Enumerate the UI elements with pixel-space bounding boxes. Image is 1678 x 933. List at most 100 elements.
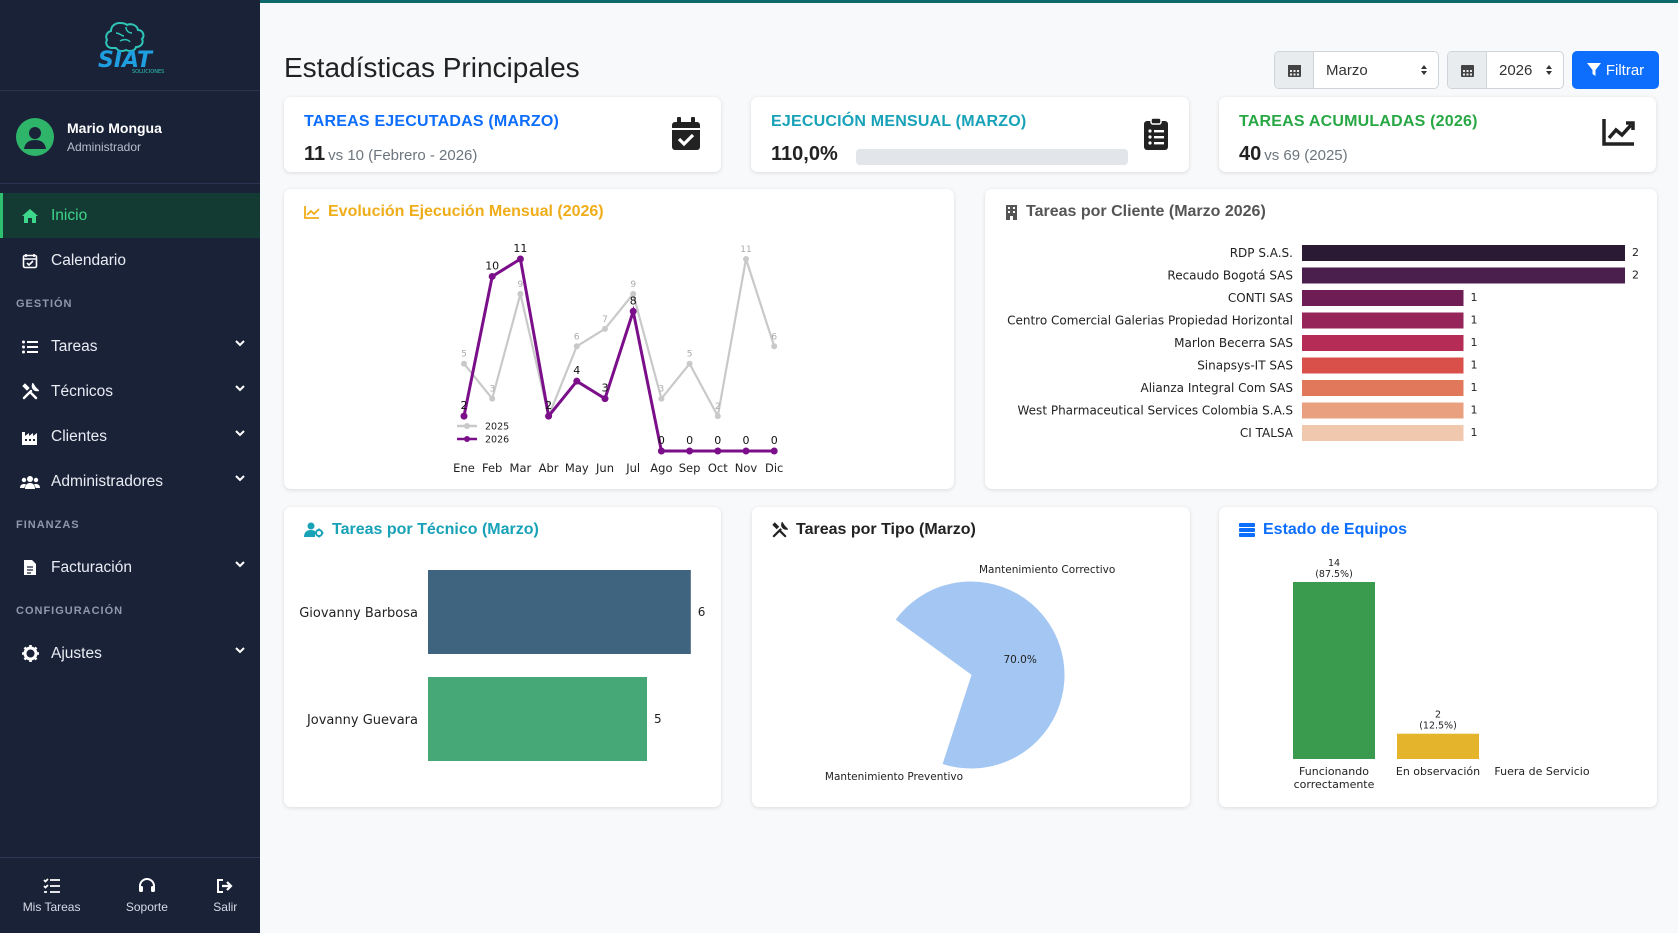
nav-item-label: Administradores (51, 472, 163, 490)
year-select-group[interactable]: 2026 (1447, 51, 1564, 89)
client-value-label: 1 (1471, 314, 1478, 327)
technician-bar (428, 677, 647, 761)
client-value-label: 1 (1471, 404, 1478, 417)
x-tick-label: Sep (679, 461, 701, 475)
nav-item-facturacion[interactable]: Facturación (0, 545, 260, 590)
chevron-down-icon (235, 385, 245, 392)
data-label-2026: 0 (743, 434, 750, 447)
legend-label: 2025 (485, 422, 509, 433)
headset-icon (138, 877, 155, 892)
data-point-2025 (602, 325, 608, 332)
nav-item-administradores[interactable]: Administradores (0, 459, 260, 504)
data-label-2026: 3 (602, 382, 609, 395)
tasks-icon (42, 877, 60, 893)
gear-icon (20, 644, 40, 664)
data-point-2026 (573, 377, 581, 385)
legend-label: 2026 (485, 435, 509, 446)
user-role: Administrador (67, 140, 142, 154)
data-point-2026 (657, 447, 665, 455)
x-tick-label: Mar (510, 461, 532, 475)
kpi-title: TAREAS ACUMULADAS (2026) (1239, 113, 1478, 130)
nav-section-configuracion: CONFIGURACIÓN (16, 604, 124, 617)
mis-tareas-button[interactable]: Mis Tareas (23, 877, 80, 914)
kpi-title: EJECUCIÓN MENSUAL (MARZO) (771, 113, 1027, 130)
data-point-2026 (516, 255, 524, 263)
client-label: RDP S.A.S. (1230, 246, 1293, 260)
month-select[interactable]: Marzo (1314, 52, 1438, 88)
data-point-2026 (629, 307, 637, 315)
series-line-2025 (463, 258, 776, 420)
panel-title: Estado de Equipos (1239, 521, 1407, 539)
equipment-category-label: correctamente (1294, 778, 1375, 791)
data-point-2025 (686, 360, 693, 367)
data-label-2025: 6 (574, 332, 580, 342)
client-value-label: 1 (1471, 291, 1478, 304)
filter-bar: Marzo 2026 Filtrar (1274, 51, 1659, 89)
nav-item-label: Facturación (51, 558, 132, 576)
x-tick-label: Nov (735, 461, 758, 475)
soporte-button[interactable]: Soporte (126, 877, 168, 914)
kpi-card-tareas-acumuladas: TAREAS ACUMULADAS (2026) 40 vs 69 (2025) (1219, 97, 1656, 172)
chevron-down-icon (235, 475, 245, 482)
client-bar (1302, 245, 1625, 261)
pie-slice (894, 580, 1066, 770)
data-point-2025 (658, 395, 665, 402)
technicians-bar-chart: Giovanny Barbosa 6 Jovanny Guevara 5 (299, 570, 706, 761)
chevron-down-icon (235, 647, 245, 654)
kpi-title: TAREAS EJECUTADAS (MARZO) (304, 113, 560, 130)
technician-label: Giovanny Barbosa (299, 606, 418, 621)
salir-button[interactable]: Salir (213, 878, 237, 914)
nav-item-tecnicos[interactable]: Técnicos (0, 369, 260, 414)
pie-category-label: Mantenimiento Preventivo (825, 771, 963, 783)
svg-text:SOLUCIONES: SOLUCIONES (132, 69, 164, 75)
kpi-card-tareas-ejecutadas: TAREAS EJECUTADAS (MARZO) 11 vs 10 (Febre… (284, 97, 721, 172)
progress-fill (856, 149, 1128, 165)
logout-icon (217, 878, 233, 893)
filter-icon (1586, 63, 1601, 76)
equipment-category-label: Funcionando (1299, 765, 1369, 778)
pie-value-label: 70.0% (1003, 654, 1036, 666)
data-label-2025: 9 (630, 280, 636, 290)
data-label-2026: 4 (573, 364, 580, 377)
month-select-group[interactable]: Marzo (1274, 51, 1439, 89)
filter-button[interactable]: Filtrar (1572, 51, 1659, 89)
data-label-2026: 10 (485, 259, 499, 272)
data-label-2026: 8 (630, 294, 637, 307)
nav-item-label: Tareas (51, 337, 98, 355)
user-avatar-icon (16, 118, 54, 156)
nav-item-ajustes[interactable]: Ajustes (0, 631, 260, 676)
nav-item-clientes[interactable]: Clientes (0, 414, 260, 459)
data-point-2025 (630, 290, 637, 297)
data-point-2026 (545, 412, 553, 420)
equipment-bar (1293, 582, 1375, 759)
equipment-value-label: 2 (1435, 710, 1441, 721)
invoice-icon (20, 558, 40, 578)
technician-label: Jovanny Guevara (306, 713, 418, 728)
server-icon (1239, 523, 1255, 537)
panel-title: Tareas por Tipo (Marzo) (772, 521, 976, 539)
data-label-2026: 11 (513, 242, 527, 255)
brand-logo[interactable]: SIAT SOLUCIONES (0, 0, 260, 91)
nav-item-inicio[interactable]: Inicio (0, 193, 260, 238)
data-label-2025: 2 (546, 402, 552, 412)
tools-icon (20, 382, 40, 402)
brain-logo-icon: SIAT SOLUCIONES (98, 21, 164, 75)
equipment-value-label: (12.5%) (1419, 721, 1457, 732)
panel-title: Evolución Ejecución Mensual (2026) (304, 203, 604, 221)
nav-item-tareas[interactable]: Tareas (0, 324, 260, 369)
data-point-2025 (517, 290, 524, 297)
user-profile[interactable]: Mario Mongua Administrador (0, 91, 260, 184)
legend-marker-2025 (464, 423, 470, 429)
types-pie-chart: 30.0%Mantenimiento Correctivo70.0%Manten… (825, 564, 1115, 783)
data-point-2025 (743, 256, 749, 262)
client-label: CONTI SAS (1228, 291, 1293, 305)
year-select[interactable]: 2026 (1487, 52, 1563, 88)
home-icon (20, 206, 40, 226)
client-label: CI TALSA (1240, 426, 1294, 440)
panel-title: Tareas por Técnico (Marzo) (304, 521, 539, 539)
nav-item-calendario[interactable]: Calendario (0, 238, 260, 283)
x-tick-label: Jul (625, 461, 640, 475)
user-name: Mario Mongua (67, 120, 162, 136)
data-point-2026 (686, 447, 694, 455)
technician-value-label: 6 (698, 605, 706, 619)
